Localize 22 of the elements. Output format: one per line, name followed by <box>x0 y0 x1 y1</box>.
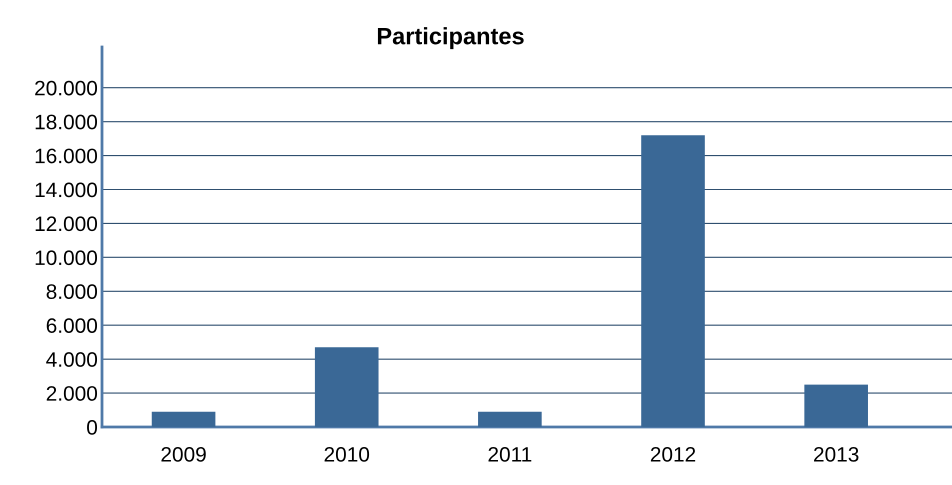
y-tick-label: 12.000 <box>36 216 98 232</box>
x-tick-label: 2011 <box>488 446 532 462</box>
y-tick-label: 14.000 <box>36 182 98 198</box>
y-tick-label: 4.000 <box>46 352 98 367</box>
bar <box>152 412 216 427</box>
x-tick-label: 2012 <box>650 446 696 462</box>
bar <box>314 347 379 427</box>
y-tick-label: 10.000 <box>36 250 98 266</box>
bar <box>804 384 868 427</box>
chart-title: Participantes <box>378 27 524 50</box>
y-tick-label: 6.000 <box>46 318 98 333</box>
y-tick-label: 16.000 <box>36 148 98 164</box>
bar <box>478 412 542 427</box>
bar <box>641 135 705 427</box>
y-tick-label: 18.000 <box>36 114 98 130</box>
x-tick-label: 2013 <box>814 446 858 462</box>
y-tick-label: 20.000 <box>35 80 98 96</box>
x-tick-label: 2009 <box>161 446 206 462</box>
y-tick-label: 0 <box>87 420 98 435</box>
x-tick-label: 2010 <box>324 446 370 462</box>
y-tick-label: 8.000 <box>46 284 98 300</box>
y-tick-label: 2.000 <box>46 386 98 401</box>
